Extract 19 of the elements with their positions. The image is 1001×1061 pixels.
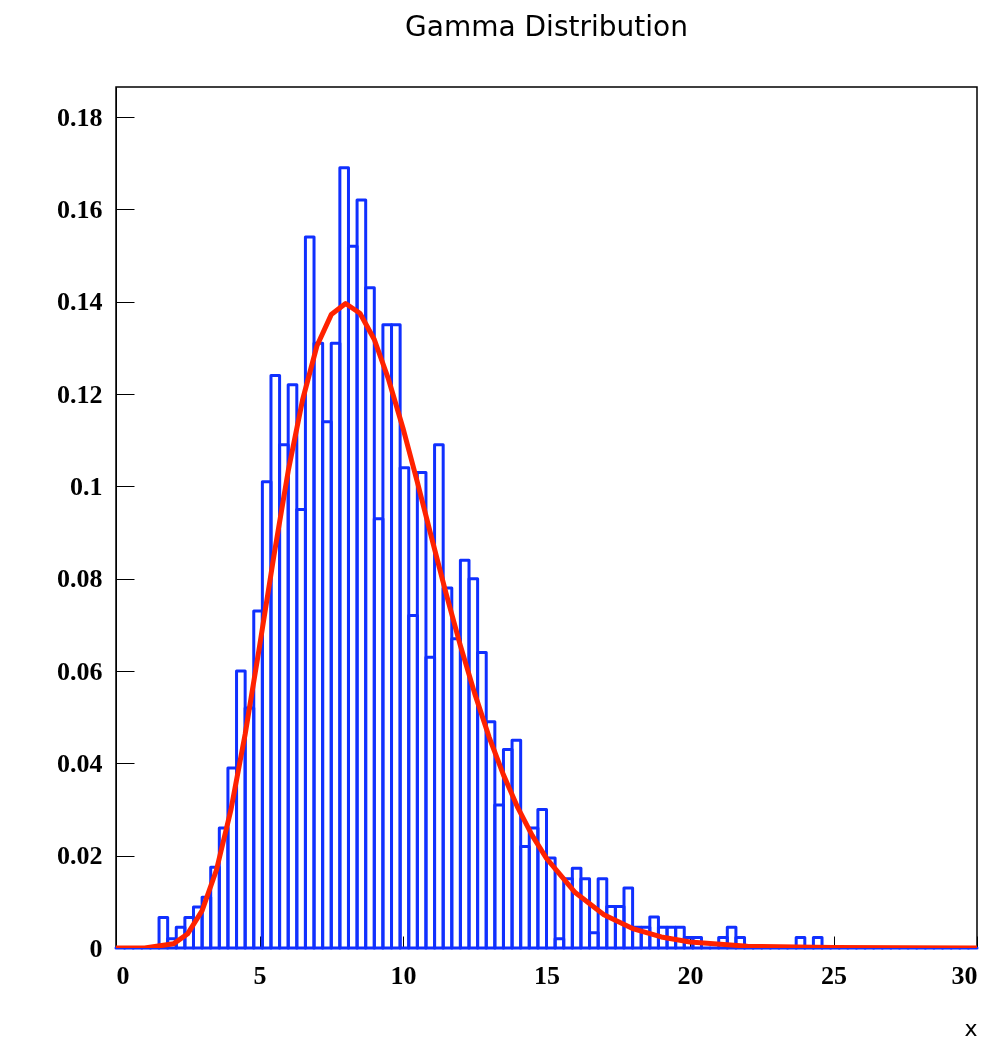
x-tick-label: 5: [253, 960, 267, 990]
x-axis-title: x: [964, 1015, 978, 1041]
chart-title: Gamma Distribution: [405, 10, 688, 43]
x-tick-label: 10: [390, 960, 417, 990]
x-tick-label: 0: [116, 960, 130, 990]
y-tick-label: 0.04: [57, 748, 103, 778]
y-tick-label: 0.12: [57, 379, 103, 409]
y-tick-label: 0: [89, 933, 103, 963]
x-tick-label: 20: [677, 960, 704, 990]
y-tick-label: 0.14: [57, 287, 103, 317]
y-tick-label: 0.06: [57, 656, 103, 686]
y-tick-label: 0.02: [57, 841, 103, 871]
x-tick-label: 25: [821, 960, 847, 990]
y-tick-label: 0.16: [57, 194, 103, 224]
x-tick-label: 30: [951, 960, 978, 990]
y-tick-label: 0.18: [57, 102, 103, 132]
y-tick-label: 0.1: [70, 471, 103, 501]
x-tick-label: 15: [534, 960, 560, 990]
y-tick-label: 0.08: [57, 564, 103, 594]
